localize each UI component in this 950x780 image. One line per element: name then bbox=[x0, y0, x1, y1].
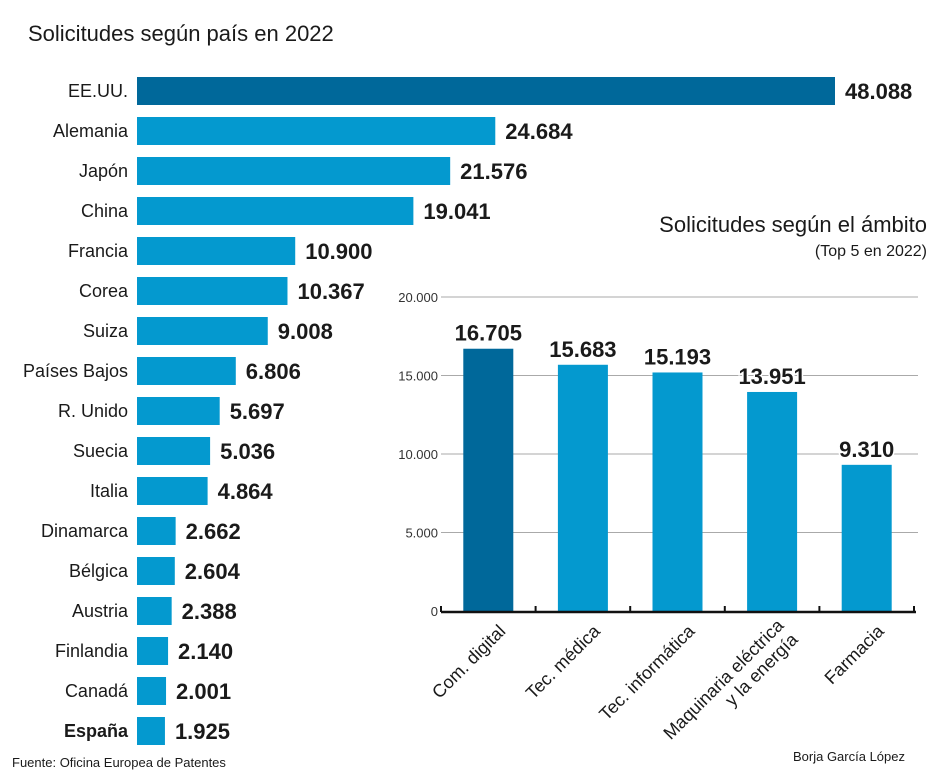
value-label: 4.864 bbox=[218, 479, 274, 504]
bar bbox=[137, 597, 172, 625]
value-label: 10.367 bbox=[297, 279, 364, 304]
bar bbox=[137, 77, 835, 105]
bar bbox=[557, 364, 608, 611]
category-label: Corea bbox=[79, 281, 129, 301]
value-label: 9.008 bbox=[278, 319, 333, 344]
category-label-line: Com. digital bbox=[428, 621, 509, 702]
author-credit: Borja García López bbox=[793, 749, 905, 764]
country-bar-chart: EE.UU. 48.088 Alemania 24.684 Japón 21.576 Chi… bbox=[23, 77, 912, 745]
category-label: Finlandia bbox=[55, 641, 129, 661]
category-label: Tec. médica bbox=[522, 620, 605, 703]
bar bbox=[137, 357, 236, 385]
value-label: 16.705 bbox=[455, 321, 522, 346]
y-tick-label: 15.000 bbox=[398, 369, 438, 384]
y-tick-label: 5.000 bbox=[405, 526, 438, 541]
y-tick-label: 10.000 bbox=[398, 447, 438, 462]
right-chart-subtitle: (Top 5 en 2022) bbox=[815, 243, 927, 260]
bar bbox=[137, 677, 167, 705]
category-label-line: Tec. médica bbox=[522, 620, 605, 703]
y-tick-label: 0 bbox=[431, 604, 438, 619]
value-label: 2.662 bbox=[186, 519, 241, 544]
category-label: China bbox=[81, 201, 129, 221]
bar bbox=[137, 397, 220, 425]
value-label: 2.388 bbox=[182, 599, 237, 624]
value-label: 13.951 bbox=[738, 364, 805, 389]
bar bbox=[841, 464, 892, 611]
category-label: Canadá bbox=[65, 681, 129, 701]
bar bbox=[463, 348, 514, 611]
value-label: 48.088 bbox=[845, 79, 912, 104]
category-label: España bbox=[64, 721, 129, 741]
value-label: 9.310 bbox=[839, 437, 894, 462]
value-label: 24.684 bbox=[505, 119, 573, 144]
bar bbox=[137, 637, 169, 665]
bar bbox=[652, 372, 703, 611]
value-label: 5.036 bbox=[220, 439, 275, 464]
category-label: EE.UU. bbox=[68, 81, 128, 101]
category-label-line: Farmacia bbox=[821, 620, 889, 688]
category-label: R. Unido bbox=[58, 401, 128, 421]
category-label: Países Bajos bbox=[23, 361, 128, 381]
bar bbox=[137, 117, 496, 145]
right-chart-title: Solicitudes según el ámbito bbox=[659, 212, 927, 237]
bar bbox=[137, 197, 414, 225]
category-label: Japón bbox=[79, 161, 128, 181]
value-label: 19.041 bbox=[423, 199, 490, 224]
bar bbox=[137, 237, 296, 265]
category-label: Com. digital bbox=[428, 621, 509, 702]
value-label: 2.001 bbox=[176, 679, 231, 704]
value-label: 10.900 bbox=[305, 239, 372, 264]
category-label: Suecia bbox=[73, 441, 129, 461]
bar bbox=[137, 317, 268, 345]
category-label: Italia bbox=[90, 481, 129, 501]
value-label: 2.604 bbox=[185, 559, 241, 584]
bar bbox=[137, 517, 176, 545]
category-label: Farmacia bbox=[821, 620, 889, 688]
category-label: Alemania bbox=[53, 121, 129, 141]
category-label: Suiza bbox=[83, 321, 129, 341]
value-label: 2.140 bbox=[178, 639, 233, 664]
value-label: 1.925 bbox=[175, 719, 230, 744]
bar bbox=[137, 157, 451, 185]
value-label: 21.576 bbox=[460, 159, 527, 184]
category-label: Bélgica bbox=[69, 561, 129, 581]
value-label: 6.806 bbox=[246, 359, 301, 384]
left-chart-title: Solicitudes según país en 2022 bbox=[28, 21, 334, 46]
source-note: Fuente: Oficina Europea de Patentes bbox=[12, 755, 226, 770]
bar bbox=[137, 557, 175, 585]
category-label: Austria bbox=[72, 601, 129, 621]
value-label: 5.697 bbox=[230, 399, 285, 424]
bar bbox=[137, 437, 211, 465]
bar bbox=[137, 477, 208, 505]
category-label: Dinamarca bbox=[41, 521, 129, 541]
category-label: Francia bbox=[68, 241, 129, 261]
y-tick-label: 20.000 bbox=[398, 290, 438, 305]
bar bbox=[747, 391, 798, 611]
value-label: 15.193 bbox=[644, 344, 711, 369]
field-bar-chart: 0 5.000 10.000 15.000 20.000 16.705 Com. digit… bbox=[398, 290, 918, 743]
bar bbox=[137, 717, 165, 745]
bar bbox=[137, 277, 288, 305]
value-label: 15.683 bbox=[549, 337, 616, 362]
